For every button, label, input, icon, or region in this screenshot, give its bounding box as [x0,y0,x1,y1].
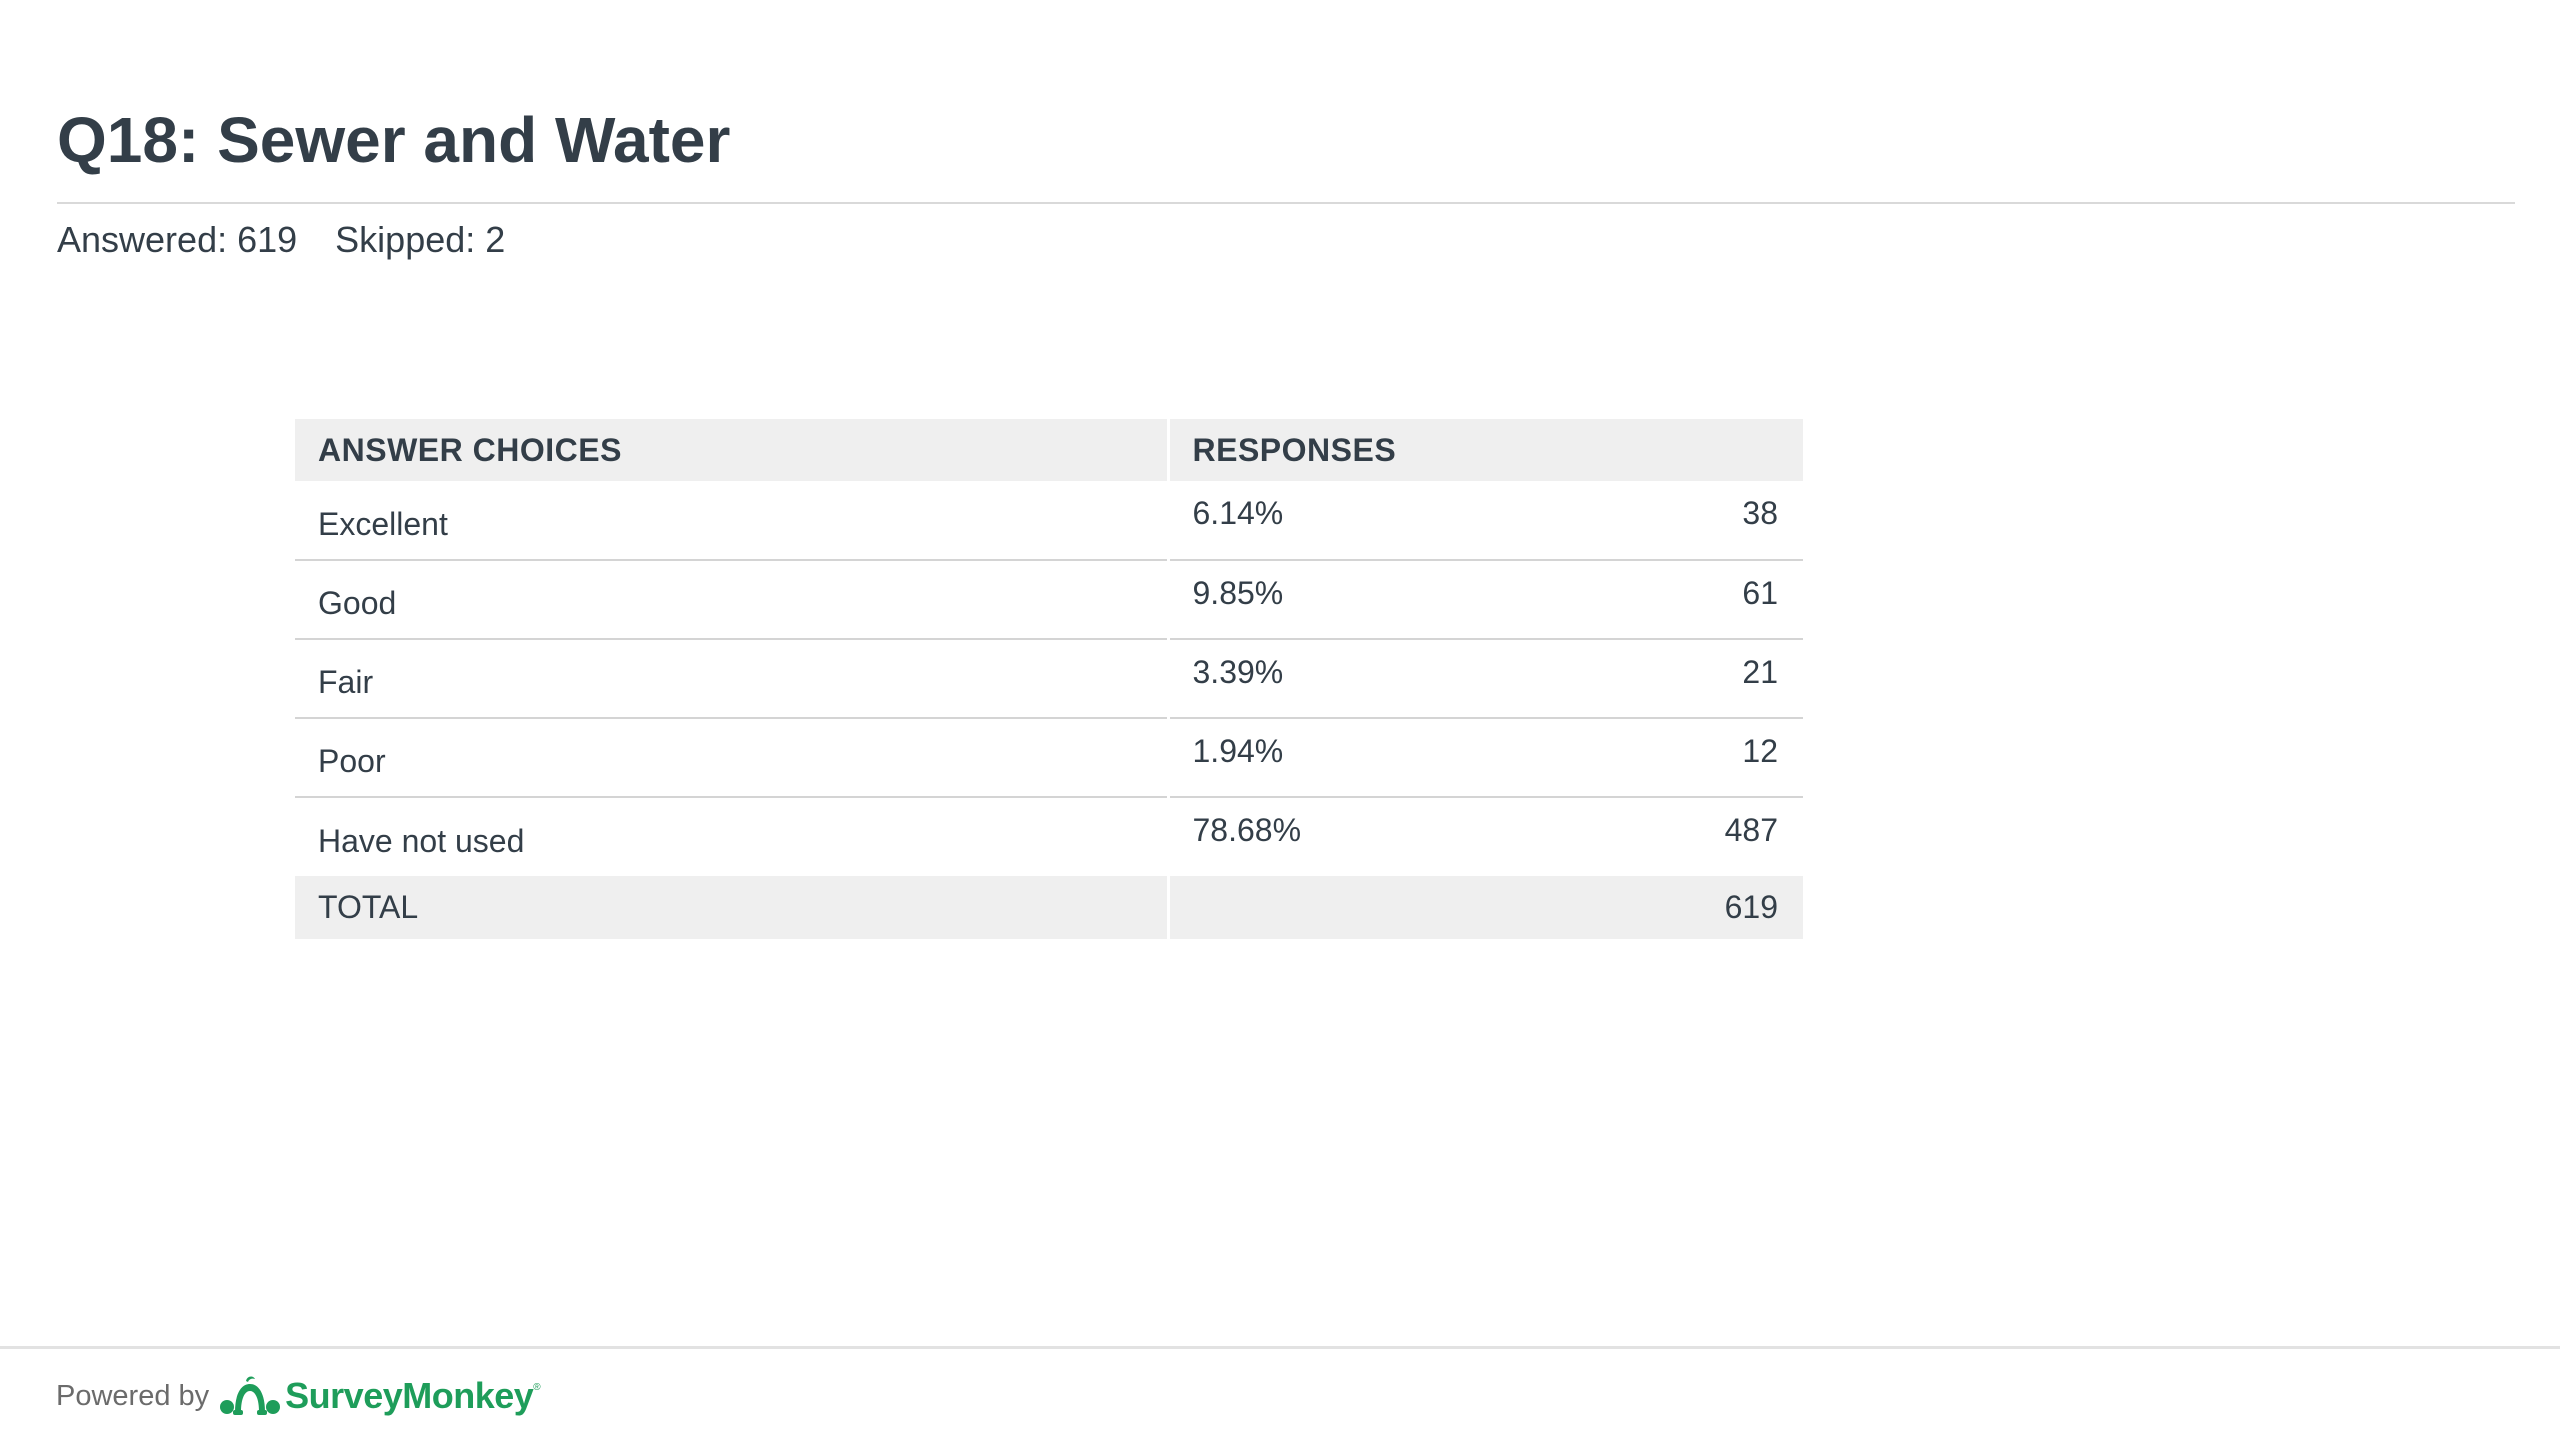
response-count: 12 [1742,733,1778,769]
page-title: Q18: Sewer and Water [57,104,731,176]
brand-name: SurveyMonkey [285,1375,534,1416]
response-count: 61 [1742,575,1778,611]
answered-count: Answered: 619 [57,219,298,260]
response-percent: 78.68% [1192,812,1302,848]
response-count: 38 [1742,495,1778,531]
results-table: ANSWER CHOICES RESPONSES Excellent 6.14%… [295,419,1803,939]
table-row: Have not used 78.68% 487 [295,797,1803,876]
answer-choice: Good [295,560,1170,639]
total-count: 619 [1724,889,1778,925]
powered-by-label: Powered by [56,1379,210,1412]
surveymonkey-logo-icon [220,1376,281,1415]
response-percent: 9.85% [1192,575,1284,611]
header-responses: RESPONSES [1192,431,1397,468]
answer-choice: Have not used [295,797,1170,876]
answer-choice: Poor [295,718,1170,797]
response-percent: 3.39% [1192,654,1284,690]
table-row: Fair 3.39% 21 [295,639,1803,718]
response-count: 21 [1742,654,1778,690]
table-row: Good 9.85% 61 [295,560,1803,639]
results-table-container: ANSWER CHOICES RESPONSES Excellent 6.14%… [295,419,1803,939]
table-row: Poor 1.94% 12 [295,718,1803,797]
total-row: TOTAL 619 [295,876,1803,939]
registered-mark: ® [533,1382,541,1393]
footer-divider [0,1346,2560,1349]
table-row: Excellent 6.14% 38 [295,481,1803,560]
response-percent: 1.94% [1192,733,1284,769]
total-percent-empty [1168,876,1568,939]
skipped-count: Skipped: 2 [335,219,506,260]
response-count: 487 [1724,812,1778,848]
table-header-row: ANSWER CHOICES RESPONSES [295,419,1803,481]
footer-branding: Powered by SurveyMonkey ® [56,1368,541,1424]
answer-choice: Excellent [295,481,1170,560]
response-percent: 6.14% [1192,495,1284,531]
answer-choice: Fair [295,639,1170,718]
header-answer-choices: ANSWER CHOICES [295,419,1170,481]
total-label: TOTAL [295,876,1170,939]
response-stats: Answered: 619 Skipped: 2 [57,222,505,258]
title-divider [57,202,2515,204]
